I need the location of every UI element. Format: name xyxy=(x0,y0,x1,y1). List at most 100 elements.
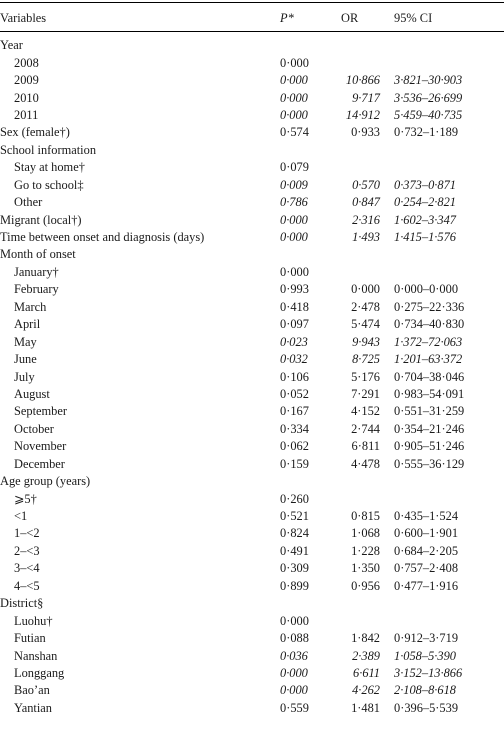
row-odds-ratio: 9·943 xyxy=(352,334,380,349)
row-variable: October xyxy=(14,421,54,436)
row-p-value: 0·993 xyxy=(280,282,309,297)
row-p-value xyxy=(276,473,327,490)
table-row: School information xyxy=(0,142,504,159)
row-confidence-interval: 1·058–5·390 xyxy=(394,648,456,663)
header-odds-ratio: OR xyxy=(341,10,359,25)
row-confidence-interval: 0·551–31·259 xyxy=(394,404,465,419)
header-p-value: P* xyxy=(280,10,294,25)
row-variable: September xyxy=(14,404,67,419)
row-p-value: 0·309 xyxy=(280,561,309,576)
row-variable: January† xyxy=(14,264,59,279)
table-row: District§ xyxy=(0,595,504,612)
row-odds-ratio xyxy=(327,246,391,263)
row-confidence-interval: 0·435–1·524 xyxy=(394,509,459,524)
row-p-value: 0·559 xyxy=(280,700,309,715)
row-confidence-interval: 0·757–2·408 xyxy=(394,561,459,576)
row-p-value: 0·574 xyxy=(280,125,309,140)
table-row: March 0·418 2·478 0·275–22·336 xyxy=(0,299,504,316)
table-row: Month of onset xyxy=(0,246,504,263)
row-odds-ratio: 1·481 xyxy=(351,700,380,715)
row-p-value: 0·052 xyxy=(280,386,309,401)
row-variable: Other xyxy=(14,195,43,210)
table-row: May 0·023 9·943 1·372–72·063 xyxy=(0,333,504,350)
row-odds-ratio: 1·228 xyxy=(351,543,380,558)
row-confidence-interval xyxy=(391,54,504,71)
row-confidence-interval xyxy=(391,473,504,490)
row-variable: Bao’an xyxy=(14,683,50,698)
table-row: Stay at home† 0·079 xyxy=(0,159,504,176)
row-odds-ratio: 5·474 xyxy=(351,317,380,332)
row-odds-ratio: 4·478 xyxy=(351,456,380,471)
row-p-value xyxy=(276,37,327,54)
row-confidence-interval: 3·152–13·866 xyxy=(394,665,463,680)
row-p-value xyxy=(276,142,327,159)
row-variable: May xyxy=(14,334,37,349)
table-body: Year 2008 0·000 2009 0·000 10·866 3·821–30·903… xyxy=(0,32,504,718)
row-odds-ratio xyxy=(327,473,391,490)
row-odds-ratio: 0·933 xyxy=(351,125,380,140)
row-variable: November xyxy=(14,439,67,454)
row-confidence-interval: 0·704–38·046 xyxy=(394,369,465,384)
row-p-value: 0·000 xyxy=(280,665,308,680)
row-confidence-interval: 0·396–5·539 xyxy=(394,700,459,715)
row-p-value: 0·088 xyxy=(280,631,309,646)
row-variable: Go to school‡ xyxy=(14,177,84,192)
row-confidence-interval: 0·684–2·205 xyxy=(394,543,459,558)
row-p-value: 0·000 xyxy=(280,90,308,105)
table-row: Bao’an 0·000 4·262 2·108–8·618 xyxy=(0,682,504,699)
row-p-value: 0·079 xyxy=(280,160,309,175)
table-row: Time between onset and diagnosis (days) 0… xyxy=(0,229,504,246)
row-odds-ratio xyxy=(327,159,391,176)
row-odds-ratio: 2·478 xyxy=(351,299,380,314)
row-variable: March xyxy=(14,299,47,314)
row-variable: 2009 xyxy=(14,73,39,88)
row-variable: District§ xyxy=(0,596,44,611)
table-row: August 0·052 7·291 0·983–54·091 xyxy=(0,386,504,403)
row-p-value: 0·491 xyxy=(280,543,309,558)
row-variable: August xyxy=(14,386,50,401)
row-confidence-interval: 0·254–2·821 xyxy=(394,195,456,210)
table-row: ⩾5† 0·260 xyxy=(0,490,504,507)
table-row: July 0·106 5·176 0·704–38·046 xyxy=(0,368,504,385)
row-p-value: 0·521 xyxy=(280,509,309,524)
row-odds-ratio: 5·176 xyxy=(351,369,380,384)
row-p-value: 0·023 xyxy=(280,334,308,349)
table-row: April 0·097 5·474 0·734–40·830 xyxy=(0,316,504,333)
row-confidence-interval xyxy=(391,159,504,176)
row-p-value: 0·167 xyxy=(280,404,309,419)
row-odds-ratio: 0·847 xyxy=(352,195,380,210)
row-variable: <1 xyxy=(14,509,28,524)
table-row: Longgang 0·000 6·611 3·152–13·866 xyxy=(0,665,504,682)
row-confidence-interval: 0·912–3·719 xyxy=(394,631,459,646)
row-confidence-interval: 0·600–1·901 xyxy=(394,526,459,541)
row-p-value: 0·000 xyxy=(280,230,308,245)
row-odds-ratio: 4·152 xyxy=(351,404,380,419)
row-variable: Month of onset xyxy=(0,247,76,262)
row-p-value: 0·824 xyxy=(280,526,309,541)
row-confidence-interval: 0·000–0·000 xyxy=(394,282,459,297)
row-p-value: 0·899 xyxy=(280,578,309,593)
row-confidence-interval: 0·983–54·091 xyxy=(394,386,465,401)
row-odds-ratio: 0·570 xyxy=(352,177,380,192)
row-p-value: 0·418 xyxy=(280,299,309,314)
row-p-value: 0·334 xyxy=(280,421,309,436)
row-variable: Stay at home† xyxy=(14,160,85,175)
row-odds-ratio: 1·493 xyxy=(352,230,380,245)
row-confidence-interval: 0·373–0·871 xyxy=(394,177,456,192)
row-odds-ratio: 1·350 xyxy=(351,561,380,576)
row-variable: February xyxy=(14,282,59,297)
row-variable: June xyxy=(14,352,37,367)
row-variable: 3–<4 xyxy=(14,561,40,576)
row-p-value: 0·000 xyxy=(280,212,308,227)
row-variable: 4–<5 xyxy=(14,578,40,593)
row-confidence-interval: 1·372–72·063 xyxy=(394,334,463,349)
row-variable: July xyxy=(14,369,35,384)
row-p-value: 0·260 xyxy=(280,491,309,506)
row-variable: Time between onset and diagnosis (days) xyxy=(0,230,205,245)
row-confidence-interval: 0·477–1·916 xyxy=(394,578,459,593)
row-odds-ratio xyxy=(327,37,391,54)
row-variable: Age group (years) xyxy=(0,474,91,489)
row-confidence-interval: 1·415–1·576 xyxy=(394,230,456,245)
row-odds-ratio: 2·744 xyxy=(351,421,380,436)
row-confidence-interval xyxy=(391,612,504,629)
